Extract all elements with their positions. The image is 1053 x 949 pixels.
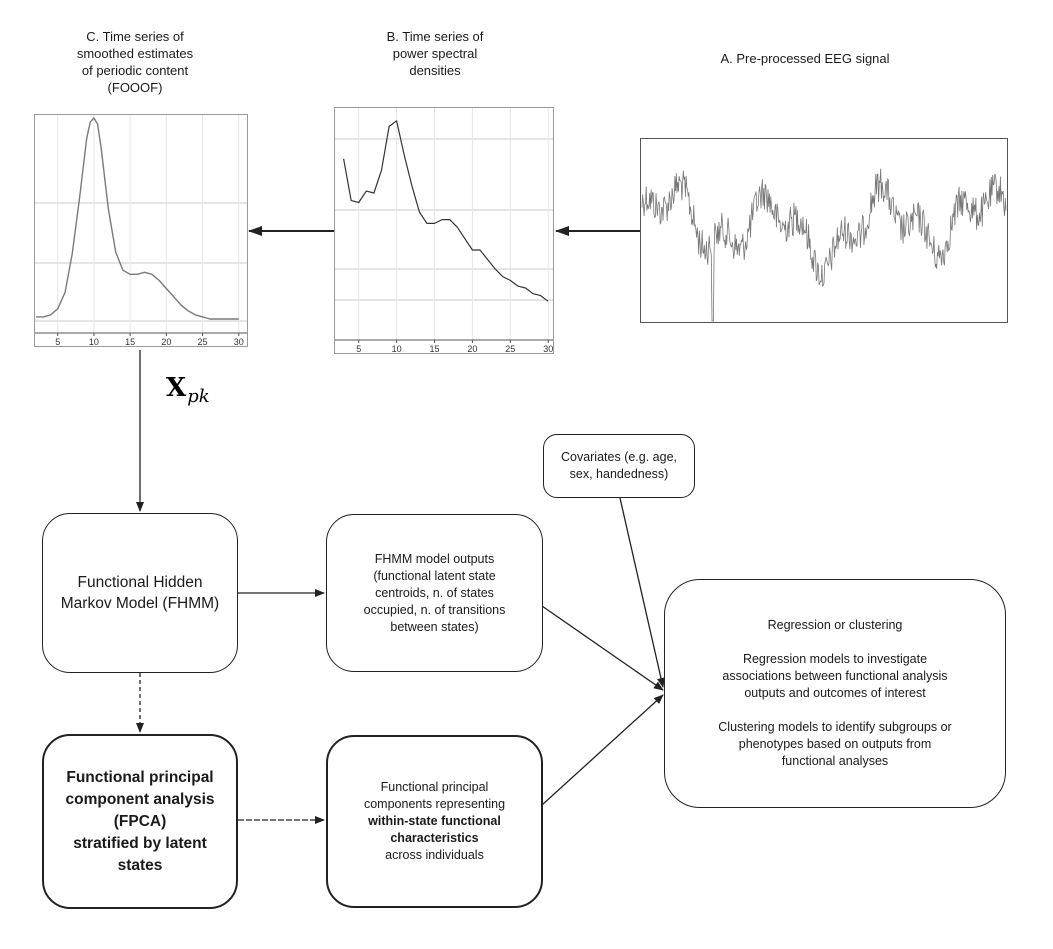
chart-b-tick-label: 30 xyxy=(543,344,553,354)
fhmm-outputs-box: FHMM model outputs (functional latent st… xyxy=(326,514,543,672)
caption-c: C. Time series of smoothed estimates of … xyxy=(76,29,194,95)
eeg-trace xyxy=(641,168,1007,322)
caption-b: B. Time series of power spectral densiti… xyxy=(386,29,484,78)
chart-b-tick-label: 5 xyxy=(356,344,361,354)
xpk-symbol: Xpk xyxy=(166,373,210,407)
chart-c-series-line xyxy=(36,117,239,320)
arrow-covariates-to-regression xyxy=(619,497,665,688)
chart-b-tick-label: 15 xyxy=(430,344,440,354)
regression-clustering-box: Regression or clustering Regression mode… xyxy=(664,579,1006,808)
chart-b-tick-label: 10 xyxy=(392,344,402,354)
chart-c-tick-label: 5 xyxy=(55,337,60,347)
fpca-box: Functional principal component analysis … xyxy=(42,734,238,909)
chart-c-frame xyxy=(34,114,248,347)
chart-b-tick-label: 20 xyxy=(467,344,477,354)
chart-c-tick-label: 25 xyxy=(198,337,208,347)
chart-b: 5 10 15 20 25 30 xyxy=(334,107,554,354)
arrow-components-to-regression xyxy=(541,694,664,806)
fhmm-box: Functional Hidden Markov Model (FHMM) xyxy=(42,513,238,673)
arrow-outputs-to-regression xyxy=(541,605,664,691)
caption-a: A. Pre-processed EEG signal xyxy=(720,51,890,66)
chart-c-tick-label: 20 xyxy=(161,337,171,347)
chart-c-tick-label: 15 xyxy=(125,337,135,347)
chart-c-tick-label: 10 xyxy=(89,337,99,347)
chart-b-series-line xyxy=(343,120,549,302)
chart-c: 5 10 15 20 25 30 xyxy=(34,114,248,347)
fpc-outputs-box: Functional principal components represen… xyxy=(326,735,543,908)
eeg-signal-panel xyxy=(640,138,1008,323)
chart-b-frame xyxy=(334,107,554,354)
chart-c-tick-label: 30 xyxy=(234,337,244,347)
eeg-frame xyxy=(640,138,1008,323)
chart-b-tick-label: 25 xyxy=(505,344,515,354)
covariates-box: Covariates (e.g. age, sex, handedness) xyxy=(543,434,695,498)
